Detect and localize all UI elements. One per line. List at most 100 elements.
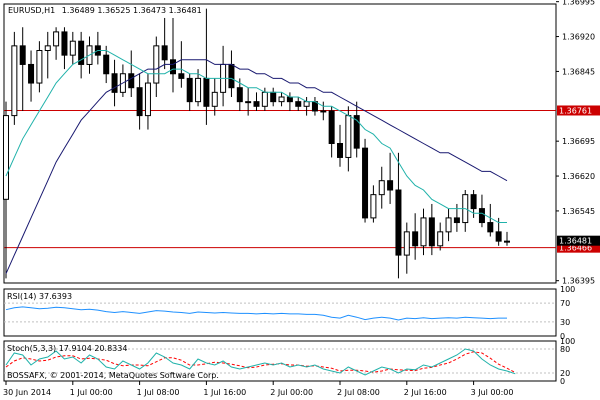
candle-body-51	[428, 217, 435, 247]
stoch-signal-line	[5, 351, 516, 374]
rsi-y-axis: 100 70 30 0	[560, 285, 575, 341]
level-badge-0	[557, 105, 600, 116]
price-tick-label-1: 1.36920	[562, 33, 595, 42]
candle-body-56	[470, 194, 477, 210]
candle-body-21	[178, 73, 185, 79]
current-price-badge	[557, 235, 600, 246]
candle-body-48	[403, 231, 410, 256]
stoch-tick-label-1: 80	[560, 345, 570, 354]
candle-body-31	[261, 91, 268, 107]
candle-body-50	[420, 217, 427, 247]
time-tick-label-7: 3 Jul 00:00	[471, 388, 514, 397]
candle-body-16	[136, 87, 143, 117]
candle-body-0	[3, 115, 9, 200]
stoch-main-line	[5, 348, 516, 376]
price-tick-label-6: 1.36395	[562, 277, 595, 286]
candle-body-38	[320, 110, 327, 113]
candle-body-29	[245, 101, 252, 104]
candle-body-19	[161, 45, 168, 61]
candle-body-7	[61, 31, 68, 56]
time-tick-label-3: 1 Jul 16:00	[203, 388, 246, 397]
candle-body-27	[228, 63, 235, 89]
candle-body-18	[153, 45, 160, 84]
current-price-text: 1.36481	[559, 237, 592, 246]
price-tick-label-2: 1.36845	[562, 67, 595, 76]
candle-body-8	[69, 40, 76, 56]
candle-body-5	[44, 45, 51, 51]
candle-body-46	[387, 180, 394, 191]
candle-body-54	[453, 217, 460, 224]
time-tick-label-2: 1 Jul 08:00	[137, 388, 180, 397]
candle-body-34	[286, 96, 293, 103]
candle-body-53	[445, 217, 452, 233]
candle-body-35	[295, 101, 302, 107]
time-tick-label-1: 1 Jul 00:00	[70, 388, 113, 397]
price-tick-label-4: 1.36620	[562, 172, 595, 181]
level-badge-text-0: 1.36761	[559, 106, 592, 115]
rsi-line	[5, 306, 507, 321]
stoch-tick-label-2: 20	[560, 369, 570, 378]
candle-body-4	[36, 50, 43, 84]
price-y-axis: 1.36995 1.36920 1.36845 1.36695 1.36620 1.365…	[556, 0, 595, 286]
symbol-name: EURUSD,H1	[8, 6, 55, 15]
candle-body-24	[203, 77, 210, 107]
time-x-axis: 30 Jun 2014 1 Jul 00:00 1 Jul 08:00 1 Jul 1…	[3, 381, 513, 397]
copyright-label: BOSSAFX, © 2001-2014, MetaQuotes Softwar…	[7, 371, 219, 380]
candle-body-40	[337, 143, 343, 158]
rsi-levels	[4, 302, 556, 323]
time-tick-label-6: 2 Jul 16:00	[404, 388, 447, 397]
candle-body-3	[28, 63, 35, 84]
candle-body-12	[103, 54, 110, 75]
candle-body-49	[412, 231, 419, 247]
rsi-panel-frame	[3, 288, 557, 337]
stoch-levels	[4, 348, 556, 374]
ma-slow-line	[5, 59, 508, 274]
candle-body-28	[236, 87, 243, 103]
candle-body-9	[78, 40, 85, 65]
candle-body-30	[253, 101, 260, 107]
candle-body-47	[395, 189, 402, 256]
symbol-label: EURUSD,H1 1.36489 1.36525 1.36473 1.3648…	[8, 6, 202, 15]
stoch-panel-frame	[3, 340, 557, 382]
stoch-tick-label-3: 0	[560, 377, 565, 386]
candle-body-1	[11, 45, 18, 117]
candle-body-20	[170, 59, 176, 75]
candle-body-17	[144, 82, 151, 117]
rsi-tick-label-1: 70	[560, 299, 570, 308]
candle-body-15	[128, 73, 135, 89]
ma-fast-line	[5, 50, 507, 223]
candle-body-44	[370, 194, 377, 219]
time-tick-label-4: 2 Jul 00:00	[270, 388, 313, 397]
candle-body-36	[303, 101, 310, 107]
level-badge-1	[557, 242, 600, 253]
candle-body-42	[353, 115, 360, 149]
candle-body-59	[495, 231, 502, 242]
candle-body-39	[328, 110, 335, 144]
price-tick-label-0: 1.36995	[562, 0, 595, 7]
time-tick-label-5: 2 Jul 08:00	[337, 388, 380, 397]
candle-body-25	[211, 91, 218, 107]
candle-body-58	[487, 222, 494, 233]
stoch-tick-label-0: 100	[560, 337, 575, 346]
candle-body-57	[478, 208, 485, 224]
candle-body-32	[270, 91, 277, 103]
candle-body-13	[111, 73, 118, 93]
ohlc-values: 1.36489 1.36525 1.36473 1.36481	[62, 6, 202, 15]
rsi-tick-label-3: 0	[560, 332, 565, 341]
candle-body-22	[186, 77, 193, 103]
price-tick-label-5: 1.36545	[562, 207, 595, 216]
time-tick-label-0: 30 Jun 2014	[3, 388, 51, 397]
candle-body-45	[378, 180, 385, 196]
candle-body-2	[19, 45, 26, 65]
candle-body-41	[345, 115, 352, 158]
stoch-panel: Stoch(5,3,3) 17.9104 20.8334 BOSSAFX, © …	[3, 337, 575, 386]
candle-body-43	[362, 147, 369, 219]
candle-body-60	[504, 240, 510, 243]
rsi-tick-label-2: 30	[560, 318, 570, 327]
rsi-panel: RSI(14) 37.6393 100 70 30 0	[3, 285, 575, 341]
candle-body-52	[437, 231, 444, 247]
